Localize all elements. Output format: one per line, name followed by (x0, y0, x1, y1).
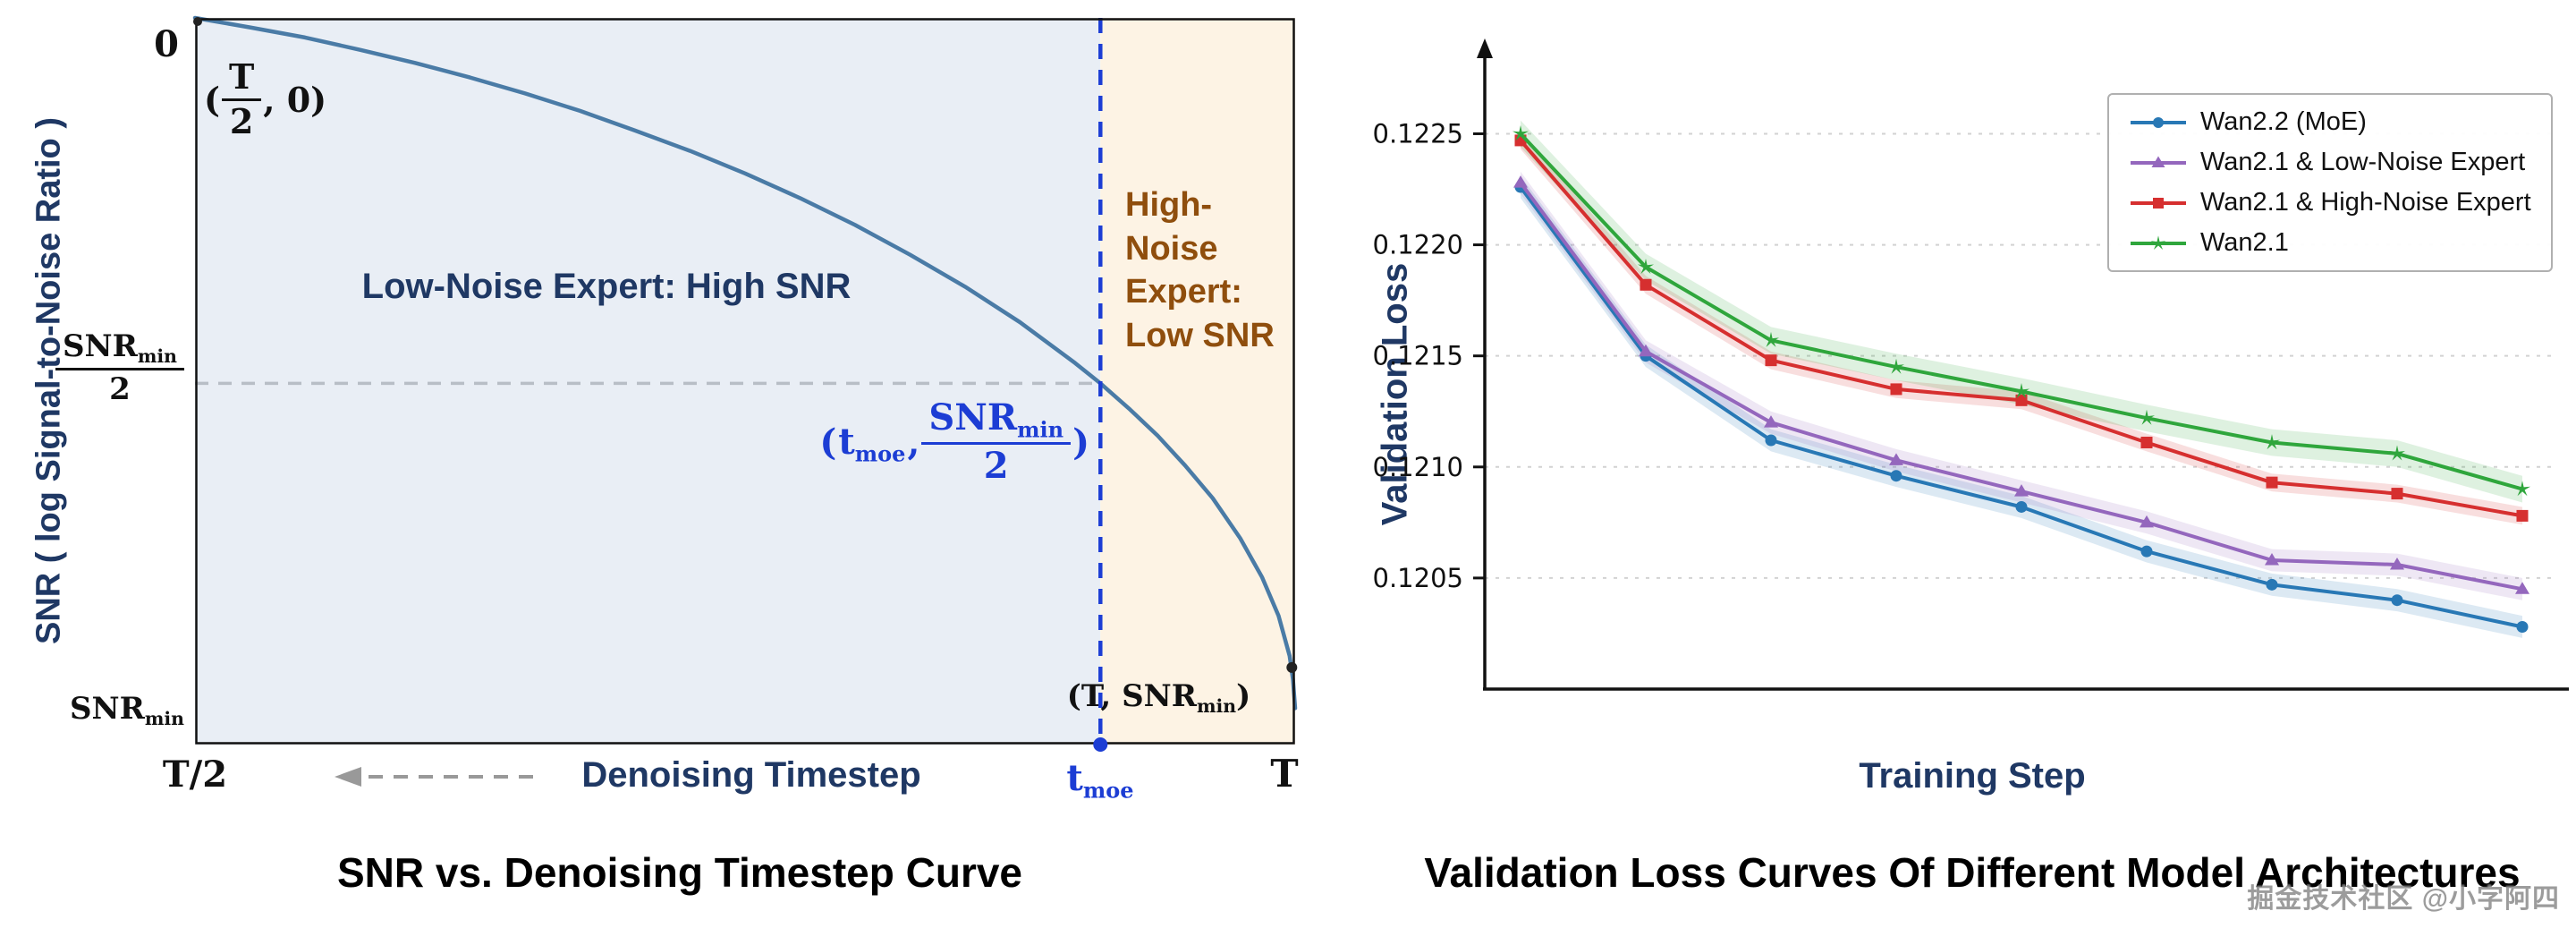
legend: Wan2.2 (MoE) Wan2.1 & Low-Noise Expert Wan… (2107, 93, 2553, 272)
snr-plot-area: (T 2, 0) Low-Noise Expert: High SNR High-… (192, 15, 1298, 752)
watermark: 掘金技术社区 @小字阿四 (2247, 884, 2560, 914)
y-label-snr-half: SNRmin 2 (52, 329, 184, 406)
x-axis-title-left: Denoising Timestep (581, 755, 921, 795)
series-markers-1 (1513, 175, 2529, 594)
right-x-axis-title: Training Step (1859, 756, 2086, 796)
x-label-tmoe: tmoe (1066, 757, 1134, 804)
y-label-zero: 0 (154, 23, 179, 65)
high-noise-region (1100, 18, 1295, 745)
legend-item: Wan2.1 & Low-Noise Expert (2129, 148, 2531, 177)
y-label-snr-min: SNRmin (69, 691, 184, 730)
timestep-direction-arrow-icon (335, 767, 533, 787)
loss-panel: Validation Loss 0.1205 0.1210 0.1215 0.1220… (1368, 0, 2576, 928)
annotation-end-point: (T, SNRmin) (1066, 678, 1251, 718)
annotation-tmoe-point: (tmoe, SNRmin 2 ) (819, 396, 1089, 488)
loss-plot-svg: 0.1205 0.1210 0.1215 0.1220 0.1225 (1373, 38, 2569, 691)
low-noise-region (195, 18, 1101, 745)
plot-border (195, 18, 1295, 745)
legend-item: Wan2.1 & High-Noise Expert (2129, 188, 2531, 217)
tmoe-axis-dot (1093, 737, 1108, 752)
low-noise-region-label: Low-Noise Expert: High SNR (361, 267, 852, 306)
y-tick-label: 0.1220 (1373, 230, 1463, 260)
y-tick-label: 0.1225 (1373, 118, 1463, 149)
legend-label: Wan2.1 & Low-Noise Expert (2200, 148, 2526, 176)
snr-curve (192, 15, 1298, 711)
curve-start-dot (193, 17, 202, 26)
legend-marker-icon (2131, 156, 2186, 167)
snr-plot-svg (192, 15, 1298, 752)
y-tick-label: 0.1215 (1373, 341, 1463, 371)
annotation-start-point: (T 2, 0) (204, 56, 327, 141)
high-noise-region-label: High- Noise Expert: Low SNR (1125, 186, 1275, 354)
legend-label: Wan2.1 & High-Noise Expert (2200, 188, 2531, 217)
snr-panel: SNR ( log Signal-to-Noise Ratio ) 0 SNRm… (30, 15, 1299, 896)
curve-end-dot (1286, 661, 1298, 673)
series-markers-0 (1514, 181, 2529, 633)
x-label-t-half: T/2 (162, 753, 228, 796)
legend-label: Wan2.2 (MoE) (2200, 107, 2367, 136)
y-tick-label: 0.1205 (1373, 563, 1463, 593)
legend-marker-icon (2131, 197, 2186, 209)
left-chart-title: SNR vs. Denoising Timestep Curve (336, 849, 1023, 896)
legend-marker-icon (2131, 234, 2186, 250)
series-band-1 (1521, 171, 2522, 600)
legend-item: Wan2.2 (MoE) (2129, 107, 2531, 137)
x-label-T: T (1270, 752, 1299, 796)
legend-label: Wan2.1 (2200, 228, 2289, 257)
right-chart-title: Validation Loss Curves Of Different Mode… (1424, 849, 2521, 896)
series-markers-3 (1513, 125, 2530, 497)
y-axis-arrow-icon (1477, 38, 1493, 58)
y-tick-label: 0.1210 (1373, 452, 1463, 482)
legend-marker-icon (2131, 116, 2186, 128)
legend-item: Wan2.1 (2129, 228, 2531, 258)
